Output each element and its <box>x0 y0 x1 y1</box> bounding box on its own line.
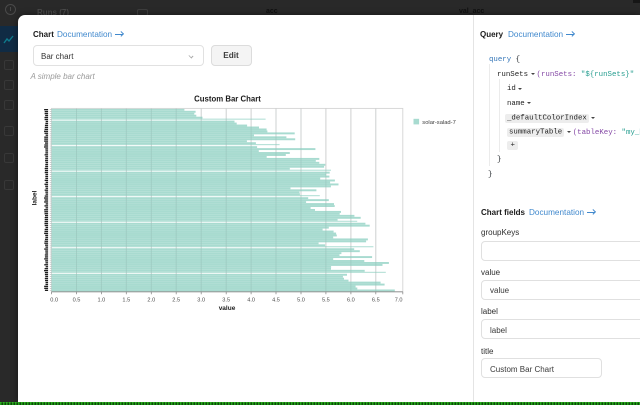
svg-text:3.0: 3.0 <box>197 297 205 303</box>
svg-text:6.5: 6.5 <box>372 297 380 303</box>
svg-text:solar-salad-7: solar-salad-7 <box>422 120 456 126</box>
svg-text:4.5: 4.5 <box>272 297 280 303</box>
svg-text:7.0: 7.0 <box>395 297 403 303</box>
svg-text:4.0: 4.0 <box>247 297 255 303</box>
svg-text:5.0: 5.0 <box>297 297 305 303</box>
svg-text:3.5: 3.5 <box>222 297 230 303</box>
svg-text:1.5: 1.5 <box>122 297 130 303</box>
svg-text:6.0: 6.0 <box>347 297 355 303</box>
svg-text:5.5: 5.5 <box>322 297 330 303</box>
svg-text:0.0: 0.0 <box>50 297 58 303</box>
svg-text:value: value <box>219 305 236 312</box>
svg-text:label: label <box>32 190 39 205</box>
svg-text:2.5: 2.5 <box>172 297 180 303</box>
svg-text:1.0: 1.0 <box>98 297 106 303</box>
svg-text:Custom Bar Chart: Custom Bar Chart <box>194 95 261 104</box>
svg-text:0.5: 0.5 <box>73 297 81 303</box>
svg-text:2.0: 2.0 <box>147 297 155 303</box>
